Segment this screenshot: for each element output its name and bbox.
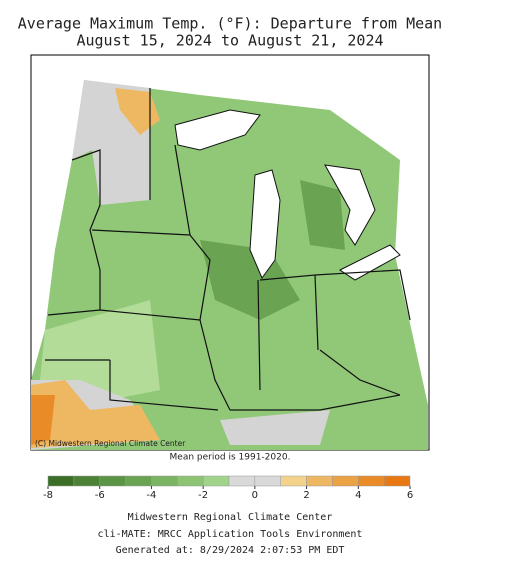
- colorbar-tick-label: -2: [198, 490, 208, 501]
- footer-line: cli-MATE: MRCC Application Tools Environ…: [98, 529, 363, 540]
- lake-huron: [324, 164, 376, 246]
- lake-superior: [174, 109, 261, 151]
- lake-michigan: [249, 169, 281, 280]
- map: (C) Midwestern Regional Climate Center: [30, 54, 430, 451]
- mean-period: Mean period is 1991-2020.: [170, 453, 291, 463]
- colorbar-bin: [177, 475, 204, 487]
- colorbar-bin: [254, 475, 281, 487]
- colorbar-bin: [73, 475, 100, 487]
- title: Average Maximum Temp. (°F): Departure fr…: [18, 15, 442, 33]
- colorbar-bin: [202, 475, 230, 487]
- colorbar-tick-label: 2: [303, 490, 309, 501]
- colorbar-bin: [332, 475, 359, 487]
- colorbar-tick-label: 6: [407, 490, 413, 501]
- anomaly-patch: [31, 380, 160, 448]
- anomaly-patch: [40, 300, 160, 400]
- colorbar-bin: [228, 475, 256, 487]
- colorbar-bin: [47, 475, 75, 487]
- colorbar-bin: [306, 475, 333, 487]
- colorbar-tick-label: 4: [355, 490, 361, 501]
- colorbar-bin: [383, 475, 411, 487]
- anomaly-patch: [115, 88, 160, 135]
- copyright: (C) Midwestern Regional Climate Center: [35, 439, 186, 448]
- colorbar-bin: [280, 475, 307, 487]
- colorbar-tick-label: -8: [43, 490, 53, 501]
- colorbar-tick-label: -4: [146, 490, 156, 501]
- footer-line: Midwestern Regional Climate Center: [128, 512, 333, 523]
- colorbar-bin: [358, 475, 385, 487]
- state-borders: [45, 88, 411, 411]
- anomaly-patch: [300, 180, 345, 250]
- colorbar-bin: [151, 475, 178, 487]
- colorbar-tick-label: 0: [252, 490, 258, 501]
- colorbar-bin: [99, 475, 126, 487]
- colorbar-tick-label: -6: [95, 490, 105, 501]
- anomaly-patch: [220, 410, 330, 445]
- footer-line: Generated at: 8/29/2024 2:07:53 PM EDT: [116, 545, 345, 556]
- anomaly-patch: [31, 395, 55, 445]
- colorbar: -8 -6 -4 -2 0 2 4 6: [43, 475, 413, 501]
- subtitle: August 15, 2024 to August 21, 2024: [76, 32, 383, 50]
- lake-erie: [339, 244, 401, 281]
- colorbar-bin: [125, 475, 152, 487]
